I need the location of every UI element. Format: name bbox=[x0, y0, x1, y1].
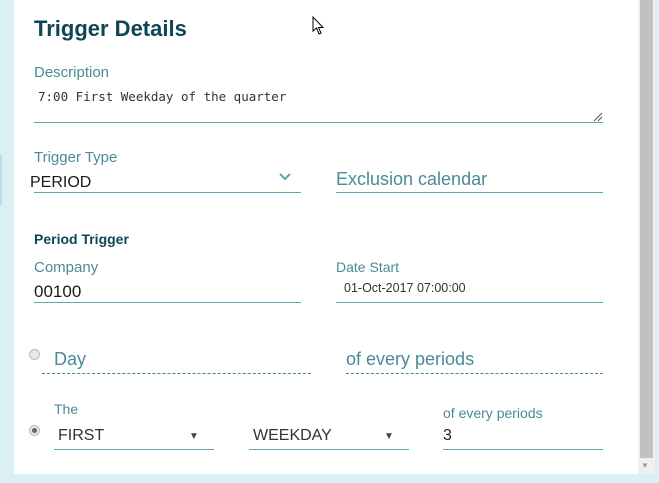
day-type-select[interactable]: WEEKDAY bbox=[253, 427, 332, 444]
day-type-dropdown-caret-icon[interactable]: ▼ bbox=[384, 431, 394, 442]
date-start-underline bbox=[336, 302, 603, 303]
day-periods-input[interactable]: of every periods bbox=[346, 349, 475, 369]
chevron-down-icon[interactable] bbox=[279, 173, 291, 181]
day-option-radio[interactable] bbox=[29, 349, 40, 360]
trigger-type-underline bbox=[34, 192, 301, 193]
periods-input[interactable]: 3 bbox=[443, 427, 452, 444]
description-underline bbox=[34, 122, 603, 123]
date-start-input[interactable]: 01-Oct-2017 07:00:00 bbox=[344, 281, 466, 295]
period-trigger-heading: Period Trigger bbox=[34, 231, 129, 247]
ordinal-dropdown-caret-icon[interactable]: ▼ bbox=[189, 431, 199, 442]
mouse-cursor-icon bbox=[312, 16, 325, 35]
scrollbar-thumb[interactable] bbox=[640, 0, 653, 458]
periods-underline bbox=[443, 449, 603, 450]
scroll-down-arrow-icon[interactable]: ▼ bbox=[641, 461, 649, 470]
date-start-label: Date Start bbox=[336, 259, 400, 275]
the-option-radio[interactable] bbox=[29, 425, 40, 436]
page-title: Trigger Details bbox=[34, 16, 187, 41]
trigger-type-select[interactable]: PERIOD bbox=[30, 174, 92, 191]
description-textarea[interactable]: 7:00 First Weekday of the quarter bbox=[38, 89, 287, 104]
description-label: Description bbox=[34, 64, 110, 81]
periods-label: of every periods bbox=[443, 405, 543, 421]
trigger-details-panel bbox=[14, 0, 638, 474]
day-input[interactable]: Day bbox=[54, 349, 87, 369]
company-input[interactable]: 00100 bbox=[34, 282, 82, 301]
day-underline bbox=[42, 373, 311, 374]
company-label: Company bbox=[34, 259, 99, 276]
ordinal-underline bbox=[54, 449, 214, 450]
day-type-underline bbox=[249, 449, 409, 450]
exclusion-calendar-underline bbox=[336, 192, 603, 193]
trigger-type-label: Trigger Type bbox=[34, 149, 118, 166]
exclusion-calendar-input[interactable]: Exclusion calendar bbox=[336, 169, 488, 189]
resize-handle-icon[interactable] bbox=[593, 112, 603, 122]
left-edge-marker bbox=[0, 155, 2, 205]
ordinal-select[interactable]: FIRST bbox=[58, 427, 105, 444]
day-periods-underline bbox=[346, 373, 603, 374]
the-label: The bbox=[54, 401, 79, 417]
company-underline bbox=[34, 302, 301, 303]
